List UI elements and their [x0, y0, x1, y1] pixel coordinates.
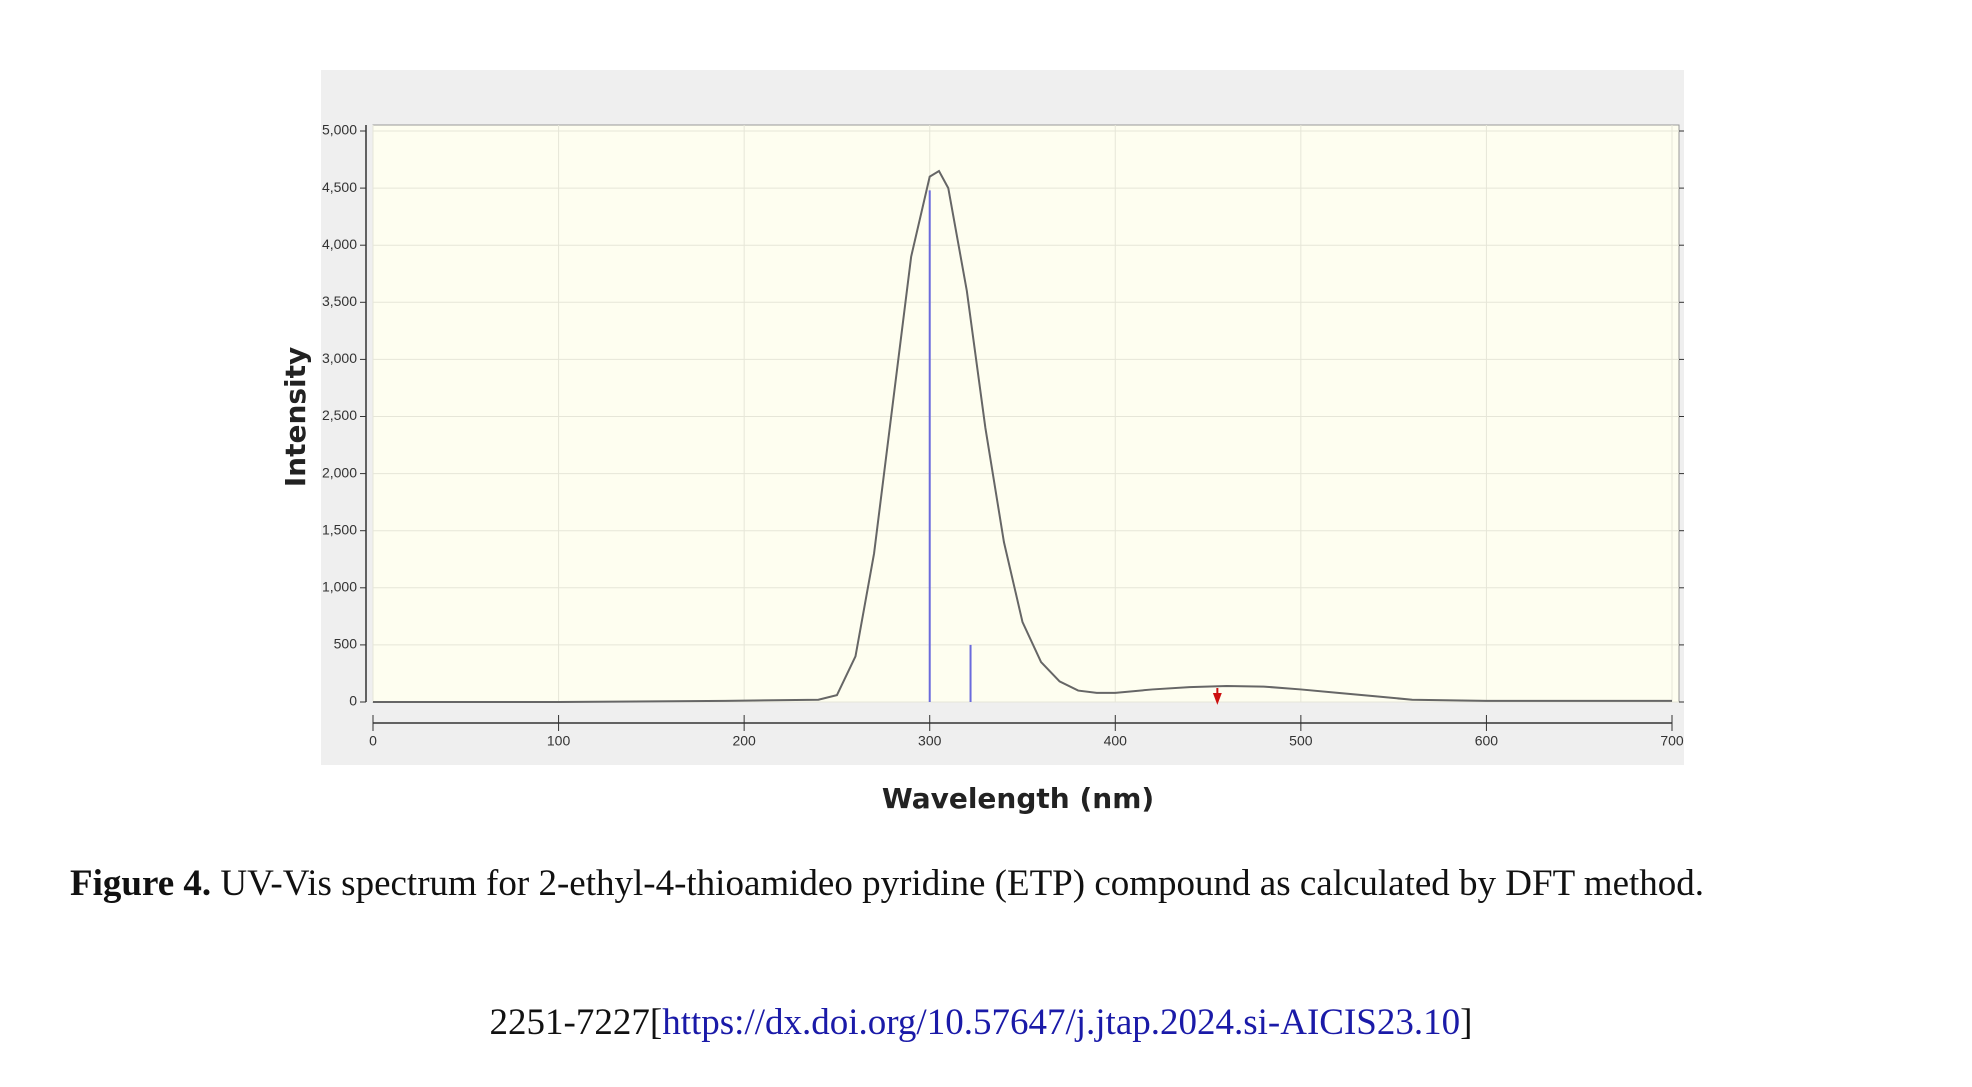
y-tick-label: 500	[334, 636, 358, 652]
caption-text: UV-Vis spectrum for 2-ethyl-4-thioamideo…	[211, 863, 1704, 904]
x-tick-label: 0	[369, 733, 377, 749]
caption: Figure 4. UV-Vis spectrum for 2-ethyl-4-…	[70, 863, 1704, 904]
x-tick-label: 600	[1475, 733, 1499, 749]
y-tick-label: 2,500	[322, 407, 357, 423]
doi-link[interactable]: https://dx.doi.org/10.57647/j.jtap.2024.…	[662, 1002, 1460, 1043]
x-axis-title: Wavelength (nm)	[882, 782, 1154, 815]
x-tick-label: 300	[918, 733, 942, 749]
x-tick-label: 400	[1104, 733, 1128, 749]
x-tick-label: 500	[1289, 733, 1313, 749]
footer-prefix: 2251-7227[	[490, 1002, 663, 1043]
caption-label: Figure 4.	[70, 863, 211, 904]
y-axis-title: Intensity	[279, 347, 312, 488]
y-tick-label: 1,500	[322, 521, 357, 537]
plot-area	[372, 124, 1680, 703]
marks	[373, 169, 1672, 705]
spectrum-line	[373, 169, 1672, 703]
x-tick-label: 200	[732, 733, 756, 749]
y-tick-label: 1,000	[322, 579, 357, 595]
y-tick-label: 4,000	[322, 236, 357, 252]
y-tick-label: 5,000	[322, 122, 357, 138]
y-tick-label: 0	[349, 693, 357, 709]
y-tick-label: 2,000	[322, 464, 357, 480]
y-tick-label: 3,000	[322, 350, 357, 366]
x-tick-label: 100	[547, 733, 571, 749]
y-tick-label: 3,500	[322, 293, 357, 309]
footer: 2251-7227[https://dx.doi.org/10.57647/j.…	[490, 1002, 1473, 1043]
marker	[1212, 688, 1222, 705]
footer-suffix: ]	[1460, 1002, 1472, 1043]
y-tick-label: 4,500	[322, 179, 357, 195]
x-tick-label: 700	[1660, 733, 1684, 749]
